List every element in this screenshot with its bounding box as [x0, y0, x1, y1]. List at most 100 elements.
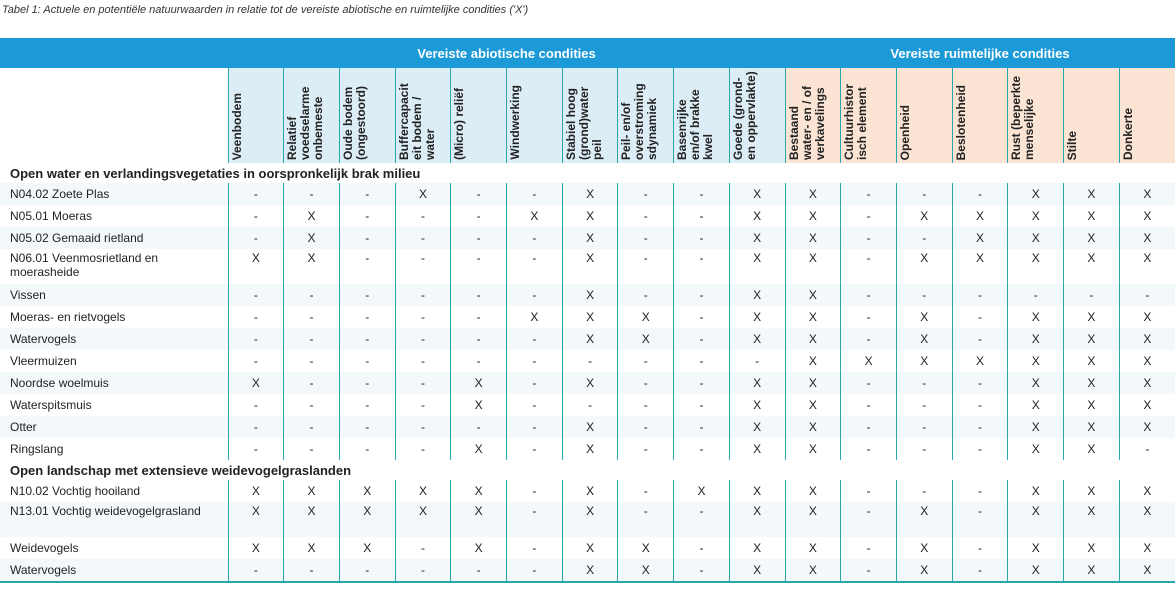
row-label: N10.02 Vochtig hooiland [10, 484, 141, 498]
condition-cell: X [227, 372, 284, 394]
condition-cell: X [450, 438, 507, 460]
condition-cell: - [227, 306, 284, 328]
condition-cell: X [895, 502, 953, 537]
condition-cell: X [1007, 227, 1064, 249]
condition-cell: - [338, 328, 396, 350]
condition-cell: X [951, 227, 1008, 249]
condition-cell: - [227, 416, 284, 438]
condition-cell: X [1118, 537, 1175, 559]
condition-cell: - [227, 284, 284, 306]
condition-cell: - [283, 183, 340, 205]
condition-cell: X [1007, 249, 1064, 284]
column-header-label: Veenbodem [229, 92, 244, 160]
column-header-label: Stilte [1065, 130, 1080, 160]
column-header: Cultuurhistor isch element [840, 68, 897, 163]
condition-cell: - [1118, 284, 1175, 306]
condition-cell: - [394, 350, 451, 372]
table-row: Watervogels - - - - - - X X - X X - X - X X X [0, 328, 1175, 350]
condition-cell: - [283, 328, 340, 350]
condition-cell: - [840, 328, 897, 350]
condition-cell: X [617, 328, 674, 350]
row-label: N04.02 Zoete Plas [0, 183, 228, 205]
condition-cell: X [728, 306, 786, 328]
condition-cell: X [617, 537, 674, 559]
condition-cell: X [1118, 183, 1175, 205]
condition-cell: - [506, 372, 563, 394]
condition-cell: X [283, 502, 340, 537]
table-row: N05.01 Moeras - X - - - X X - - X X - X X X X X [0, 205, 1175, 227]
condition-cell: X [784, 559, 841, 583]
condition-cell: X [728, 328, 786, 350]
condition-cell: - [561, 350, 618, 372]
condition-cell: - [895, 227, 953, 249]
condition-cell: - [394, 438, 451, 460]
condition-cell: - [617, 284, 674, 306]
condition-cell: X [1118, 249, 1175, 284]
condition-cell: X [728, 227, 786, 249]
condition-cell: - [673, 350, 730, 372]
condition-cell: - [227, 438, 284, 460]
condition-cell: - [450, 249, 507, 284]
condition-cell: - [951, 284, 1008, 306]
condition-cell: - [617, 249, 674, 284]
table-row: Vleermuizen - - - - - - - - - - X X X X X X X [0, 350, 1175, 372]
condition-cell: - [1118, 438, 1175, 460]
condition-cell: - [506, 537, 563, 559]
condition-cell: X [561, 284, 618, 306]
condition-cell: - [840, 438, 897, 460]
condition-cell: - [673, 183, 730, 205]
condition-cell: - [338, 205, 396, 227]
condition-cell: X [1118, 227, 1175, 249]
condition-cell: - [895, 394, 953, 416]
condition-cell: - [617, 227, 674, 249]
condition-cell: - [283, 284, 340, 306]
condition-cell: X [895, 559, 953, 583]
condition-cell: - [283, 372, 340, 394]
condition-cell: - [617, 350, 674, 372]
row-label: N05.01 Moeras [10, 209, 93, 223]
condition-cell: - [673, 372, 730, 394]
condition-cell: X [1118, 372, 1175, 394]
condition-cell: - [283, 559, 340, 583]
condition-cell: X [561, 537, 618, 559]
condition-cell: - [394, 372, 451, 394]
condition-cell: - [283, 438, 340, 460]
condition-cell: - [840, 227, 897, 249]
condition-cell: X [895, 328, 953, 350]
condition-cell: - [673, 249, 730, 284]
condition-cell: - [450, 284, 507, 306]
row-label: Watervogels [0, 328, 228, 350]
row-label: N05.02 Gemaaid rietland [0, 227, 228, 249]
condition-cell: - [840, 394, 897, 416]
condition-cell: - [840, 480, 897, 502]
table-row: N10.02 Vochtig hooiland X X X X X - X - X X X - - - X X X [0, 480, 1175, 502]
condition-cell: - [506, 480, 563, 502]
condition-cell: X [450, 394, 507, 416]
condition-cell: - [951, 416, 1008, 438]
group-header-row: Vereiste abiotische condities Vereiste r… [0, 38, 1175, 68]
column-header: Buffercapacit eit bodem / water [394, 68, 451, 163]
condition-cell: X [1007, 537, 1064, 559]
condition-cell: X [784, 480, 841, 502]
condition-cell: X [784, 416, 841, 438]
condition-cell: X [1063, 227, 1120, 249]
condition-cell: X [951, 249, 1008, 284]
condition-cell: - [338, 394, 396, 416]
condition-cell: X [1118, 502, 1175, 537]
condition-cell: - [338, 350, 396, 372]
condition-cell: X [450, 372, 507, 394]
condition-cell: X [338, 502, 396, 537]
condition-cell: - [951, 372, 1008, 394]
table-row: Watervogels - - - - - - X X - X X - X - X X X [0, 559, 1175, 583]
column-header: Bestaand water- en / of verkavelings [784, 68, 841, 163]
row-label: Otter [0, 416, 228, 438]
condition-cell: - [617, 205, 674, 227]
condition-cell: X [1063, 328, 1120, 350]
condition-cell: - [673, 502, 730, 537]
condition-cell: - [338, 227, 396, 249]
condition-cell: X [1063, 205, 1120, 227]
condition-cell: - [673, 537, 730, 559]
condition-cell: - [951, 537, 1008, 559]
condition-cell: X [1007, 559, 1064, 583]
section-header-row: Open landschap met extensieve weidevogel… [0, 460, 1175, 480]
